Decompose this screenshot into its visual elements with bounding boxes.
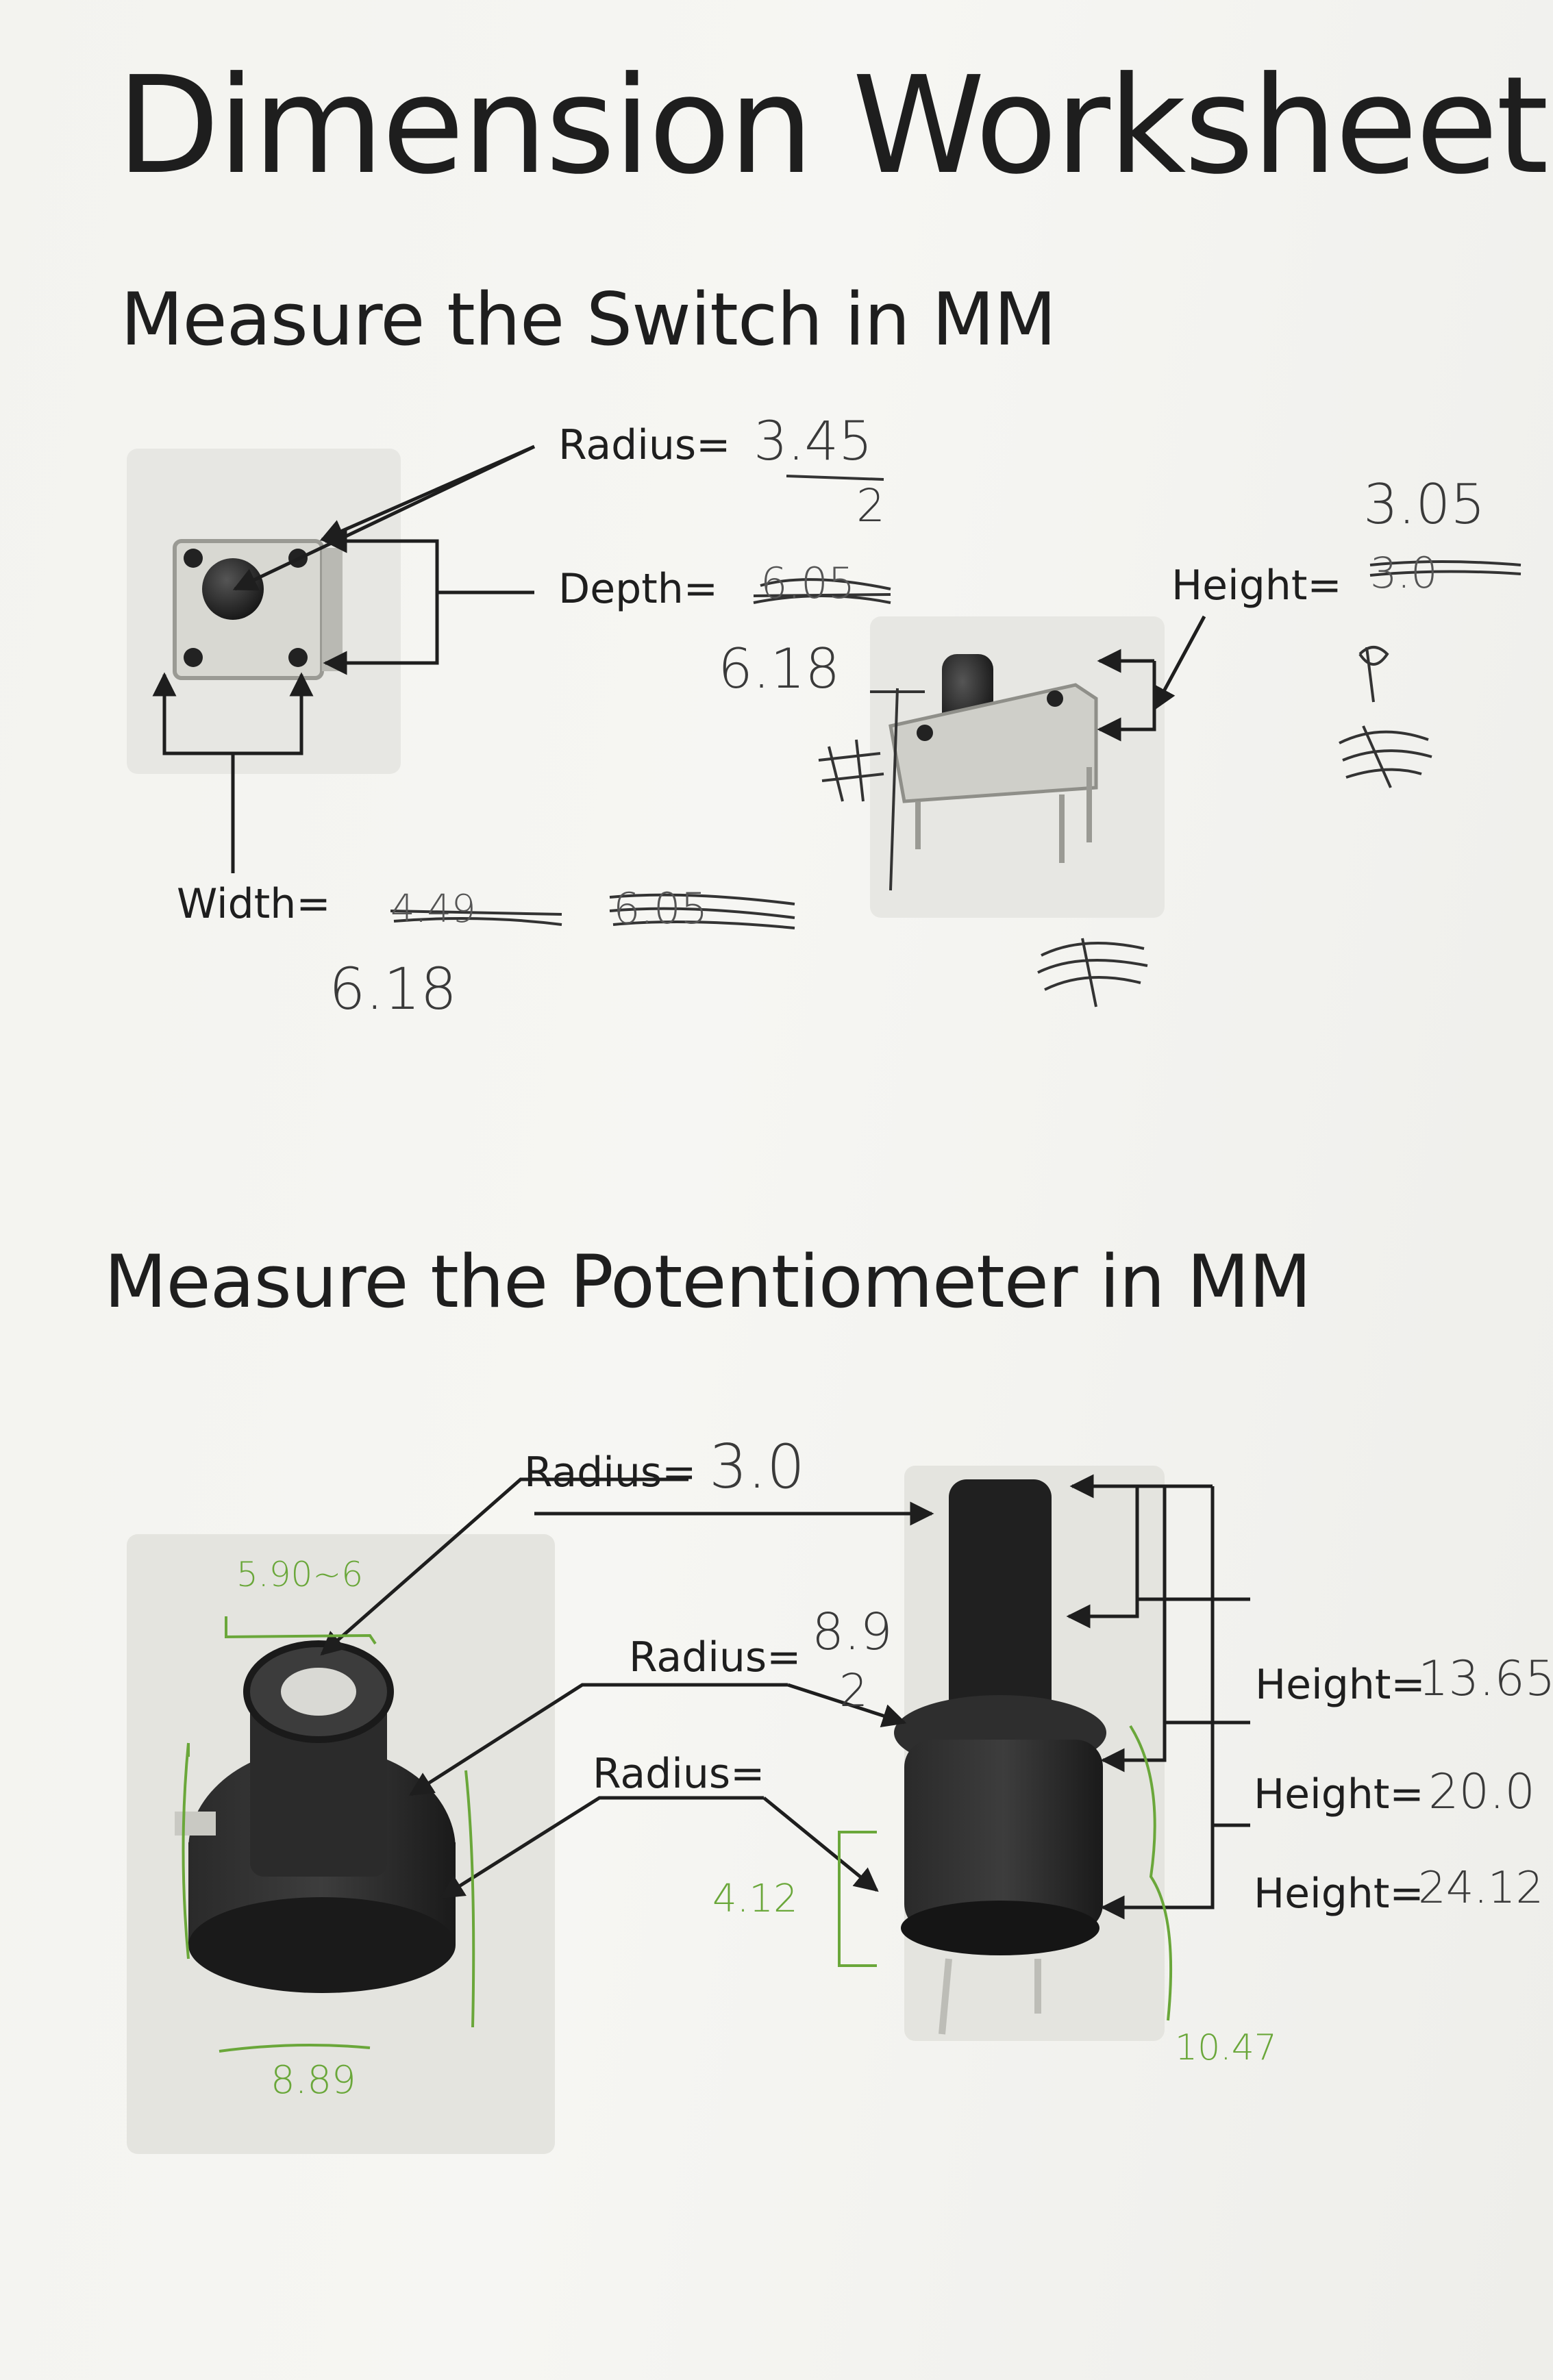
green-ink-marks	[182, 1616, 1173, 2053]
pot-height-3-label: Height=	[1254, 1870, 1424, 1918]
pot-height-2-value: 20.0	[1428, 1764, 1535, 1820]
pot-top-photo	[127, 1534, 555, 2154]
pot-radius-1-value: 3.0	[709, 1431, 805, 1502]
page-title: Dimension Worksheet	[116, 48, 1549, 204]
pot-radius-2-value: 8.9	[812, 1603, 893, 1662]
pot-radius-2-divisor: 2	[839, 1664, 868, 1717]
switch-width-crossed-2: 6.05	[613, 884, 708, 934]
pot-height-3-value: 24.12	[1418, 1863, 1544, 1914]
scribbles	[390, 475, 1521, 1007]
switch-depth-label: Depth=	[558, 565, 719, 613]
green-right-bottom-measure: 10.47	[1175, 2027, 1277, 2068]
switch-section-heading: Measure the Switch in MM	[121, 277, 1056, 362]
switch-radius-value: 3.45	[754, 411, 873, 473]
green-left-bottom-measure: 8.89	[271, 2058, 356, 2103]
switch-leader-lines	[152, 444, 1206, 873]
switch-height-value: 3.05	[1363, 473, 1486, 536]
pot-leader-lines	[320, 1474, 1250, 1920]
pot-radius-3-label: Radius=	[593, 1750, 765, 1798]
green-top-measure: 5.90~6	[236, 1555, 364, 1594]
switch-width-crossed-1: 4.49	[390, 887, 476, 931]
pot-side-photo	[894, 1466, 1165, 2041]
switch-width-label: Width=	[177, 880, 331, 928]
switch-depth-value: 6.18	[718, 637, 841, 701]
green-side-measure: 4.12	[712, 1877, 798, 1921]
pot-radius-1-label: Radius=	[524, 1449, 697, 1496]
pot-height-2-label: Height=	[1254, 1770, 1424, 1818]
switch-height-label: Height=	[1171, 562, 1342, 610]
pot-height-1-label: Height=	[1255, 1661, 1426, 1709]
pot-height-1-value: 13.65	[1418, 1651, 1553, 1707]
switch-width-value: 6.18	[329, 955, 458, 1023]
pot-section-heading: Measure the Potentiometer in MM	[104, 1240, 1311, 1324]
pot-radius-2-label: Radius=	[629, 1633, 802, 1681]
switch-radius-divisor: 2	[856, 479, 885, 532]
switch-height-crossed: 3.0	[1370, 548, 1438, 598]
switch-depth-crossed: 6.05	[760, 558, 856, 608]
switch-side-photo	[870, 616, 1165, 918]
switch-top-photo	[127, 449, 401, 774]
switch-radius-label: Radius=	[558, 421, 731, 469]
